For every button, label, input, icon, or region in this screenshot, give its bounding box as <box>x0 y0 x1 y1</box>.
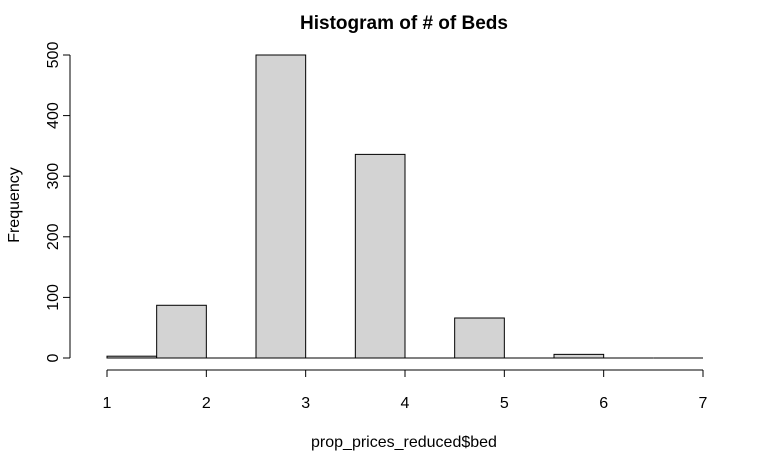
histogram-bar <box>106 355 158 359</box>
histogram-bar <box>354 153 406 359</box>
y-axis-label: Frequency <box>6 167 23 243</box>
chart-title: Histogram of # of Beds <box>300 13 508 34</box>
histogram-bar <box>255 54 307 359</box>
x-tick-label: 3 <box>301 395 310 412</box>
x-axis: 1 2 3 4 5 6 7 <box>103 369 708 412</box>
y-tick-label: 100 <box>45 284 62 311</box>
y-tick-label: 200 <box>45 223 62 250</box>
x-axis-label: prop_prices_reduced$bed <box>311 434 497 451</box>
y-tick-label: 500 <box>45 42 62 69</box>
y-tick-label: 400 <box>45 102 62 129</box>
y-tick-label: 300 <box>45 163 62 190</box>
x-tick-label: 5 <box>500 395 509 412</box>
x-tick-label: 7 <box>699 395 708 412</box>
x-tick-label: 2 <box>202 395 211 412</box>
y-tick-label: 0 <box>45 353 62 362</box>
histogram-bar <box>553 353 605 359</box>
histogram-bar <box>454 317 505 359</box>
bars-group <box>106 54 703 359</box>
x-tick-label: 6 <box>599 395 608 412</box>
x-tick-label: 4 <box>401 395 410 412</box>
histogram-bar <box>156 304 207 359</box>
x-tick-label: 1 <box>103 395 112 412</box>
y-axis: 0 100 200 300 400 500 <box>45 42 71 362</box>
